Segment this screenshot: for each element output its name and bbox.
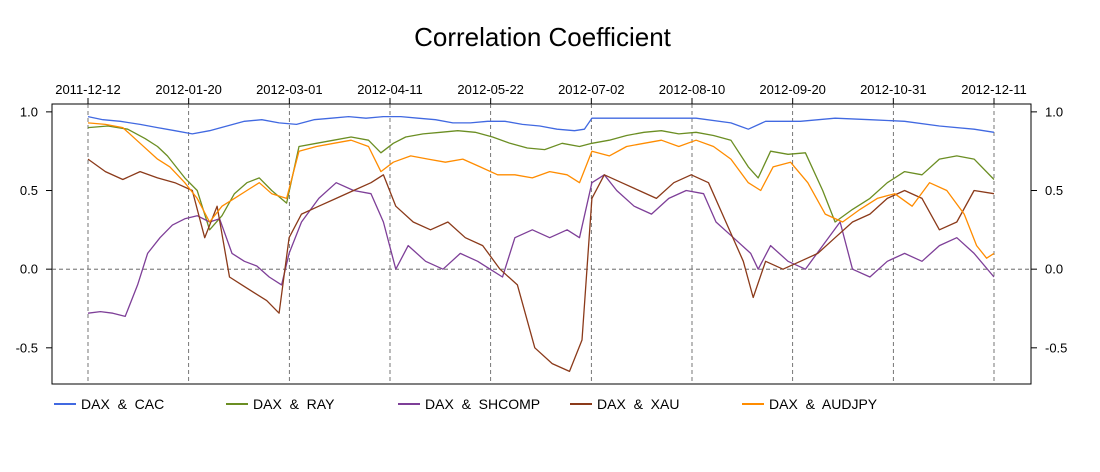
plot-frame <box>51 103 1032 385</box>
series-layer <box>87 115 995 373</box>
y-tick-label-left: 0.5 <box>20 183 38 198</box>
series-line <box>87 158 995 373</box>
y-tick-label-right: -0.5 <box>1045 340 1067 355</box>
y-tick-label-right: 1.0 <box>1045 104 1063 119</box>
y-tick-label-right: 0.0 <box>1045 262 1063 277</box>
y-tick-label-left: 0.0 <box>20 262 38 277</box>
legend: DAX & CAC DAX & RAY DAX & SHCOMP DAX & XAU D… <box>54 396 878 412</box>
x-tick-label: 2012-12-11 <box>961 82 1027 97</box>
x-tick-label: 2012-08-10 <box>659 82 726 97</box>
grid-layer <box>52 104 1031 384</box>
x-tick-label: 2012-10-31 <box>860 82 927 97</box>
x-tick-label: 2012-01-20 <box>155 82 222 97</box>
legend-label: DAX & RAY <box>253 396 335 412</box>
series-line <box>87 122 995 259</box>
legend-label: DAX & XAU <box>597 396 679 412</box>
y-tick-label-left: -0.5 <box>16 340 38 355</box>
legend-label: DAX & CAC <box>81 396 164 412</box>
series-line <box>87 115 995 135</box>
series-line <box>87 125 995 231</box>
x-tick-label: 2011-12-12 <box>55 82 121 97</box>
x-tick-label: 2012-04-11 <box>357 82 423 97</box>
y-tick-label-right: 0.5 <box>1045 183 1063 198</box>
legend-label: DAX & AUDJPY <box>769 396 878 412</box>
x-tick-label: 2012-09-20 <box>759 82 826 97</box>
chart-title: Correlation Coefficient <box>414 22 671 52</box>
x-tick-label: 2012-05-22 <box>457 82 524 97</box>
y-tick-label-left: 1.0 <box>20 104 38 119</box>
axis-layer: 2011-12-12 2012-01-20 2012-03-01 2012-04-11… <box>16 82 1068 355</box>
x-tick-label: 2012-07-02 <box>558 82 625 97</box>
legend-label: DAX & SHCOMP <box>425 396 540 412</box>
x-tick-label: 2012-03-01 <box>256 82 323 97</box>
